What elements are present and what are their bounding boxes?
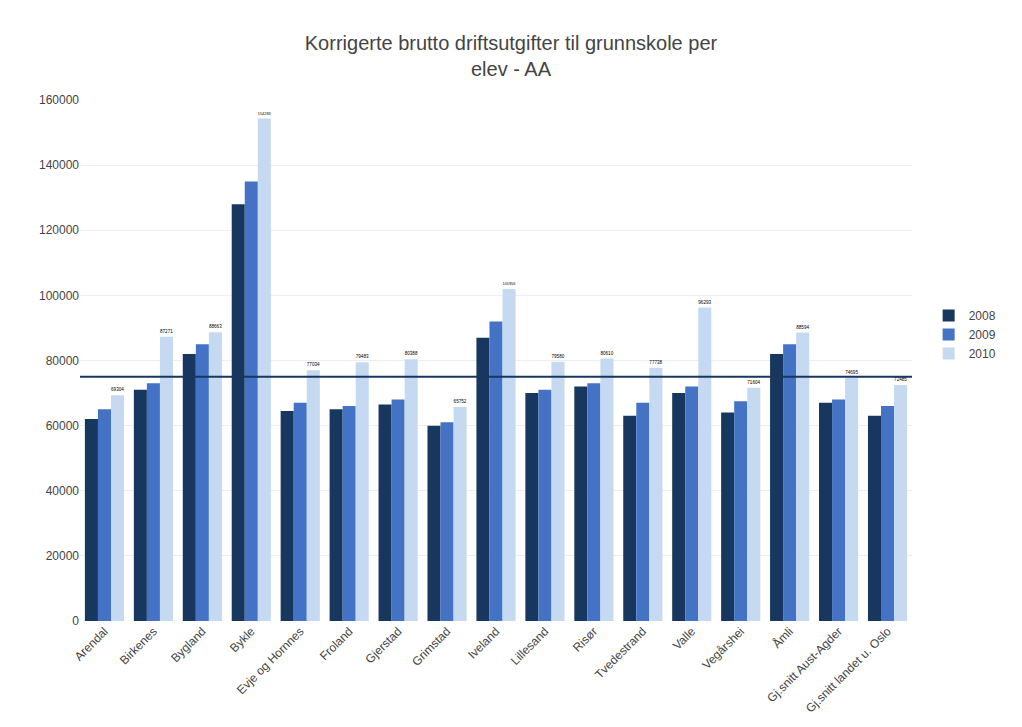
svg-text:79483: 79483 — [356, 354, 369, 359]
svg-text:Åmli: Åmli — [769, 624, 796, 651]
svg-text:60000: 60000 — [46, 419, 80, 433]
svg-text:77738: 77738 — [649, 360, 662, 365]
svg-text:Froland: Froland — [317, 624, 356, 663]
svg-text:Birkenes: Birkenes — [117, 624, 160, 667]
svg-text:Grimstad: Grimstad — [409, 624, 453, 668]
svg-text:2008: 2008 — [969, 309, 996, 323]
svg-text:20000: 20000 — [46, 549, 80, 563]
svg-text:65752: 65752 — [454, 399, 467, 404]
svg-text:Arendal: Arendal — [72, 624, 111, 663]
svg-text:Korrigerte brutto driftsutgift: Korrigerte brutto driftsutgifter til gru… — [305, 32, 718, 80]
svg-text:120000: 120000 — [39, 223, 79, 237]
svg-text:Valle: Valle — [670, 624, 698, 652]
svg-text:77034: 77034 — [307, 362, 320, 367]
svg-text:96293: 96293 — [698, 300, 711, 305]
svg-text:Evje og Hornnes: Evje og Hornnes — [234, 624, 307, 697]
svg-text:Lillesand: Lillesand — [508, 624, 551, 667]
svg-text:154283: 154283 — [258, 112, 271, 116]
svg-text:101956: 101956 — [503, 282, 516, 286]
svg-text:Tvedestrand: Tvedestrand — [592, 624, 649, 681]
svg-text:71604: 71604 — [747, 380, 760, 385]
svg-text:80000: 80000 — [46, 354, 80, 368]
svg-text:Gj.snitt landet u. Oslo: Gj.snitt landet u. Oslo — [803, 624, 894, 715]
svg-text:Risør: Risør — [570, 624, 600, 654]
svg-text:40000: 40000 — [46, 484, 80, 498]
svg-text:Bykle: Bykle — [227, 624, 258, 655]
svg-text:0: 0 — [72, 614, 79, 628]
svg-text:140000: 140000 — [39, 158, 79, 172]
svg-text:Gj.snitt Aust-Agder: Gj.snitt Aust-Agder — [764, 624, 845, 705]
svg-text:100000: 100000 — [39, 289, 79, 303]
svg-text:72485: 72485 — [894, 377, 907, 382]
svg-text:Gjerstad: Gjerstad — [363, 624, 405, 666]
svg-text:160000: 160000 — [39, 93, 79, 107]
svg-text:74695: 74695 — [845, 370, 858, 375]
svg-text:80610: 80610 — [600, 351, 613, 356]
svg-text:2010: 2010 — [969, 347, 996, 361]
svg-text:87271: 87271 — [160, 329, 173, 334]
svg-text:80388: 80388 — [405, 351, 418, 356]
svg-text:2009: 2009 — [969, 328, 996, 342]
svg-text:79580: 79580 — [551, 354, 564, 359]
svg-text:Iveland: Iveland — [465, 624, 502, 661]
svg-text:88663: 88663 — [209, 324, 222, 329]
svg-text:69304: 69304 — [111, 387, 124, 392]
svg-text:88594: 88594 — [796, 325, 809, 330]
svg-text:Bygland: Bygland — [168, 624, 209, 665]
svg-text:Vegårshei: Vegårshei — [699, 624, 747, 672]
